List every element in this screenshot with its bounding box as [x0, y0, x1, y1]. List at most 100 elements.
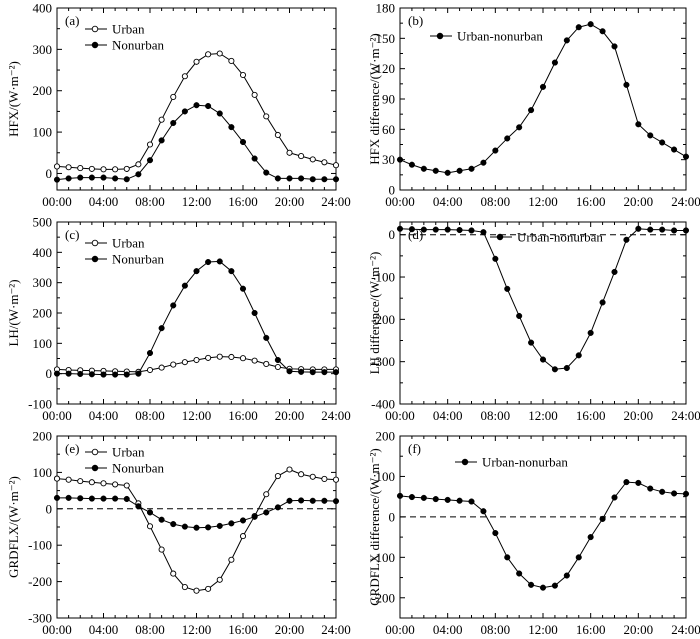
data-point [181, 282, 188, 289]
data-point [170, 521, 177, 528]
y-tick-label: -300 [371, 354, 395, 369]
data-point [671, 227, 678, 234]
data-point [181, 108, 188, 115]
y-tick-label: 180 [376, 1, 396, 16]
data-point [432, 496, 439, 503]
data-point [420, 494, 427, 501]
data-point [53, 475, 61, 482]
data-point [88, 165, 95, 172]
data-point [158, 516, 165, 523]
data-point [456, 497, 463, 504]
series-nonurban [53, 102, 340, 183]
data-point [599, 515, 606, 522]
x-tick-label: 20:00 [275, 622, 305, 637]
data-point [251, 357, 258, 364]
x-tick-label: 24:00 [671, 408, 700, 423]
x-tick-label: 24:00 [321, 194, 351, 209]
data-point [623, 236, 630, 243]
data-point [298, 497, 305, 504]
data-point [158, 546, 165, 553]
y-tick-label: 0 [389, 509, 396, 524]
series-urban [53, 50, 340, 173]
data-point [504, 285, 511, 292]
x-tick-label: 00:00 [42, 408, 72, 423]
x-tick-label: 12:00 [528, 408, 558, 423]
x-tick-label: 00:00 [42, 622, 72, 637]
data-point [396, 225, 404, 232]
legend-marker [91, 25, 99, 33]
data-point [100, 371, 107, 378]
data-point [228, 268, 235, 275]
y-tick-label: 0 [46, 166, 53, 181]
data-point [53, 163, 61, 170]
panel-e: 00:00 04:00 08:00 12:00 16:00 20:00 24:00 -300 -… [6, 429, 351, 638]
panel-f: 00:00 04:00 08:00 12:00 16:00 20:00 24:00 -200 -… [367, 429, 700, 638]
data-point [88, 371, 95, 378]
data-point [682, 490, 690, 497]
y-tick-label: 300 [33, 275, 53, 290]
data-point [77, 165, 84, 172]
y-tick-label: 100 [33, 465, 53, 480]
data-point [205, 102, 212, 110]
data-point [135, 171, 142, 178]
data-point [100, 495, 107, 502]
data-point [456, 226, 463, 234]
data-point [659, 488, 666, 495]
y-tick-label: 100 [33, 125, 53, 140]
data-point [539, 584, 547, 591]
y-axis-label: HFX difference/(W·m⁻²) [367, 33, 382, 164]
series-urban [53, 466, 340, 594]
y-tick-label: -200 [371, 312, 395, 327]
data-point [635, 479, 642, 486]
x-tick-label: 12:00 [182, 622, 212, 637]
data-point [480, 508, 487, 515]
data-point [647, 226, 654, 233]
x-tick-label: 16:00 [228, 408, 258, 423]
data-point [298, 471, 305, 478]
x-tick-label: 12:00 [528, 194, 558, 209]
legend: Urban-nonurban [430, 29, 543, 44]
data-point [408, 161, 415, 168]
data-point [298, 153, 305, 160]
data-point [205, 354, 212, 361]
series-urban-nonurban [396, 225, 690, 373]
data-point [444, 169, 451, 176]
legend-label: Nonurban [112, 38, 164, 53]
data-point [408, 494, 415, 501]
legend-label: Urban-nonurban [517, 230, 603, 245]
data-point [528, 107, 535, 114]
data-point [456, 167, 463, 174]
data-point [611, 494, 618, 501]
data-point [88, 479, 95, 486]
data-point [551, 59, 558, 66]
data-point [263, 334, 270, 341]
x-tick-label: 20:00 [624, 622, 654, 637]
data-point [623, 479, 630, 486]
data-point [170, 302, 177, 309]
y-tick-label: 0 [46, 366, 53, 381]
data-point [158, 325, 165, 332]
y-tick-label: -100 [28, 397, 52, 412]
data-point [563, 37, 570, 44]
data-point [216, 110, 223, 117]
data-point [480, 159, 487, 166]
data-point [682, 227, 690, 234]
data-point [504, 135, 511, 142]
y-tick-label: 90 [382, 92, 395, 107]
data-point [112, 166, 119, 173]
y-tick-label: 150 [376, 31, 396, 46]
y-tick-label: 0 [389, 183, 396, 198]
x-tick-label: 16:00 [228, 194, 258, 209]
data-point [251, 513, 258, 520]
x-tick-label: 16:00 [228, 622, 258, 637]
data-point [551, 366, 558, 373]
legend-label: Urban [112, 236, 145, 251]
data-point [65, 476, 72, 483]
data-point [251, 155, 258, 162]
data-point [100, 480, 107, 487]
data-point [647, 132, 654, 139]
x-tick-label: 12:00 [528, 622, 558, 637]
x-tick-label: 20:00 [275, 408, 305, 423]
y-tick-label: 400 [33, 245, 53, 260]
